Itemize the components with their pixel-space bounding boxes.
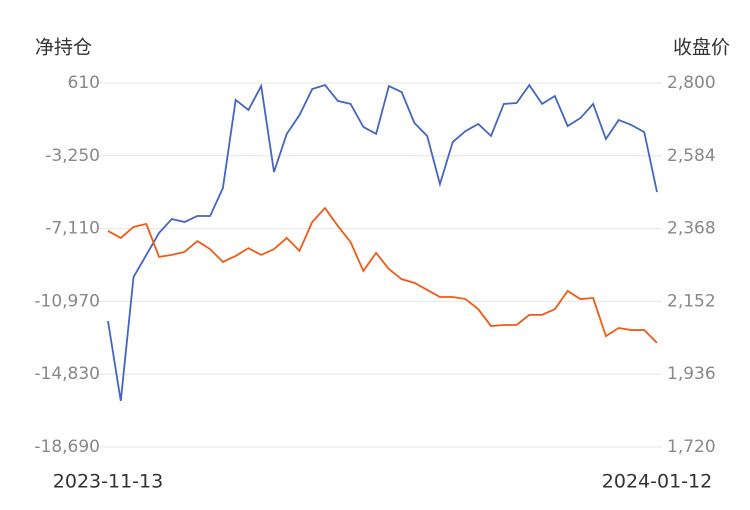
y-tick-label: 610 [68,73,100,93]
series-line [107,83,658,402]
y2-tick-label: 2,152 [667,291,716,311]
x-tick-label: 2024-01-12 [602,471,712,493]
y-tick-label: -7,110 [45,219,100,239]
y2-axis-title: 收盘价 [673,37,730,59]
y2-tick-label: 2,368 [667,219,716,239]
series-line [107,206,658,344]
y2-tick-label: 1,936 [667,364,716,384]
y-tick-label: -18,690 [34,437,100,457]
y2-tick-label: 2,584 [667,146,716,166]
x-tick-label: 2023-11-13 [53,471,163,493]
y-tick-label: -10,970 [34,291,100,311]
y-axis-title: 净持仓 [35,37,92,59]
y-tick-label: -14,830 [34,364,100,384]
y-tick-label: -3,250 [45,146,100,166]
y2-tick-label: 2,800 [667,73,716,93]
y2-tick-label: 1,720 [667,437,716,457]
